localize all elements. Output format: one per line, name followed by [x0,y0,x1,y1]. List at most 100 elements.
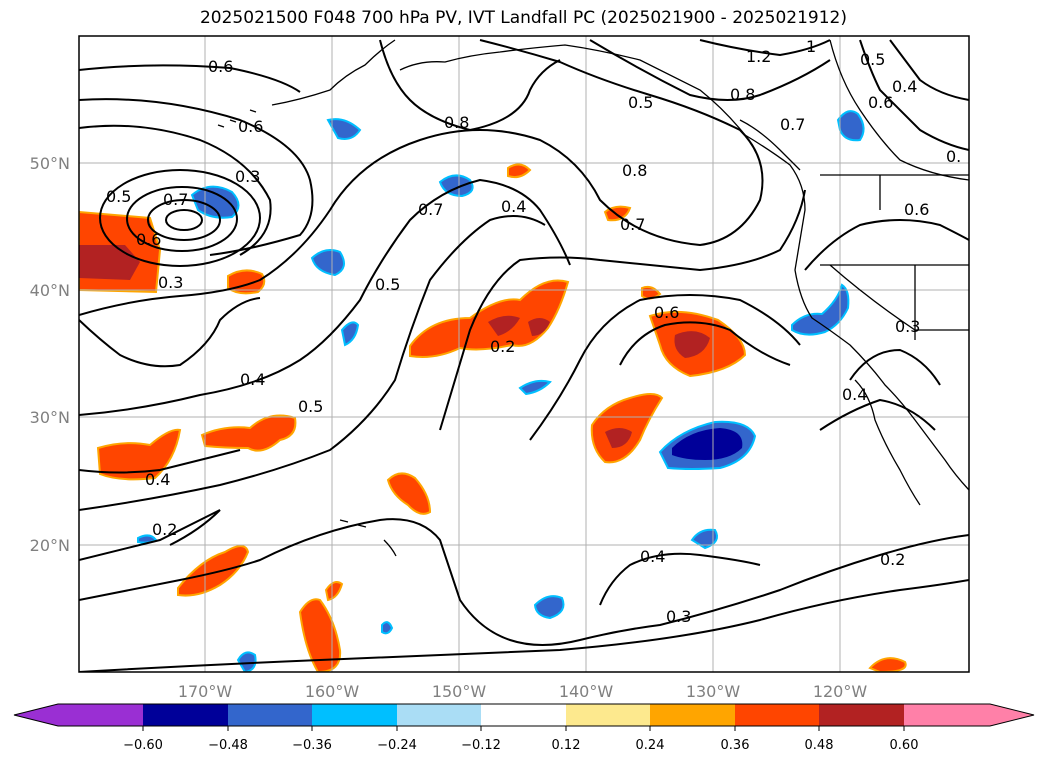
positive-core [488,315,520,336]
contour-label: 0.8 [730,85,755,104]
negative-region [791,283,850,336]
negative-region [236,651,257,672]
contour-labels: 0.6 0.6 0.8 0.5 0.8 1.2 1 0.5 0.4 0.6 0.… [106,37,961,626]
contour-label: 0.8 [622,161,647,180]
positive-region [200,414,297,452]
colorbar-tick-label: −0.60 [123,738,163,753]
contour-label: 0. [946,147,961,166]
negative-region [310,249,345,277]
colorbar-tick-label: −0.48 [208,738,248,753]
contour-label: 1.2 [746,47,771,66]
contour-label: 0.8 [444,113,469,132]
negative-core [672,428,743,460]
contours [79,39,969,672]
colorbar-outline [13,703,1035,727]
lon-tick-label: 150°W [432,682,487,701]
contour-label: 0.5 [106,187,131,206]
colorbar-tick-label: 0.24 [636,738,665,753]
negative-region [326,118,362,140]
colorbar-segment [143,704,228,726]
map-title: 2025021500 F048 700 hPa PV, IVT Landfall… [199,8,847,28]
colorbar: −0.60 −0.48 −0.36 −0.24 −0.12 0.12 0.24 … [13,703,1035,753]
lon-tick-label: 140°W [559,682,614,701]
contour-label: 0.5 [860,50,885,69]
lon-tick-label: 160°W [305,682,360,701]
negative-region [381,621,394,635]
lon-tick-labels: 170°W 160°W 150°W 140°W 130°W 120°W [178,682,868,701]
positive-region [868,657,907,672]
colorbar-arrow-low [14,704,58,726]
positive-region [298,598,342,672]
contour-label: 0.4 [640,547,665,566]
contour-label: 0.5 [375,275,400,294]
colorbar-tick-label: 0.36 [721,738,750,753]
negative-region [533,595,565,620]
contour-label: 0.3 [895,317,920,336]
contour-label: 0.6 [904,200,929,219]
negative-region [190,185,240,219]
colorbar-segment [904,704,990,726]
lat-tick-label: 20°N [30,536,70,555]
map-frame [78,35,970,673]
positive-region [409,279,570,358]
colorbar-tick-label: 0.12 [552,738,581,753]
contour-label: 0.5 [298,397,323,416]
contour-label: 0.3 [235,167,260,186]
colorbar-segment [819,704,904,726]
negative-region [518,379,552,396]
contour-label: 0.6 [208,57,233,76]
contour-label: 0.4 [240,370,265,389]
contour-label: 0.4 [501,197,526,216]
colorbar-segment [58,704,143,726]
contour-label: 0.7 [780,115,805,134]
lat-tick-label: 30°N [30,408,70,427]
contour-label: 0.3 [158,273,183,292]
colorbar-tick-label: 0.60 [890,738,919,753]
colorbar-segment [481,704,566,726]
contour-label: 0.7 [620,215,645,234]
positive-region [177,545,250,597]
contour-label: 0.3 [666,607,691,626]
colorbar-tick-label: −0.12 [461,738,501,753]
colorbar-segment [312,704,397,726]
contour-label: 0.6 [136,230,161,249]
contour-label: 0.2 [490,337,515,356]
contour-label: 0.6 [654,303,679,322]
lon-tick-label: 170°W [178,682,233,701]
negative-region [340,321,360,347]
positive-region [324,581,344,602]
positive-core [605,428,632,448]
lon-tick-label: 130°W [686,682,741,701]
positive-region [507,163,532,179]
colorbar-tick-label: 0.48 [805,738,834,753]
colorbar-arrow-high [990,704,1034,726]
lat-tick-label: 50°N [30,154,70,173]
colorbar-segment [566,704,650,726]
contour-label: 0.4 [145,470,170,489]
contour-label: 0.7 [418,200,443,219]
contour-label: 0.7 [163,190,188,209]
lat-tick-label: 40°N [30,281,70,300]
colorbar-segment [650,704,735,726]
negative-region [690,528,718,550]
coastlines [217,39,969,557]
contour-label: 0.5 [628,93,653,112]
positive-region [96,428,182,481]
positive-core [674,331,710,358]
positive-core [528,318,550,336]
lon-tick-label: 120°W [813,682,868,701]
contour-label: 0.2 [880,550,905,569]
contour-label: 0.2 [152,520,177,539]
contour-label: 0.6 [238,117,263,136]
colorbar-tick-label: −0.36 [292,738,332,753]
contour-label: 0.6 [868,93,893,112]
positive-region [590,393,664,464]
colorbar-segment [228,704,312,726]
contour-label: 0.4 [842,385,867,404]
contour-label: 1 [806,37,816,56]
contour-label: 0.4 [892,77,917,96]
colorbar-tick-label: −0.24 [377,738,417,753]
colorbar-segment [397,704,481,726]
lat-tick-labels: 50°N 40°N 30°N 20°N [30,154,70,555]
